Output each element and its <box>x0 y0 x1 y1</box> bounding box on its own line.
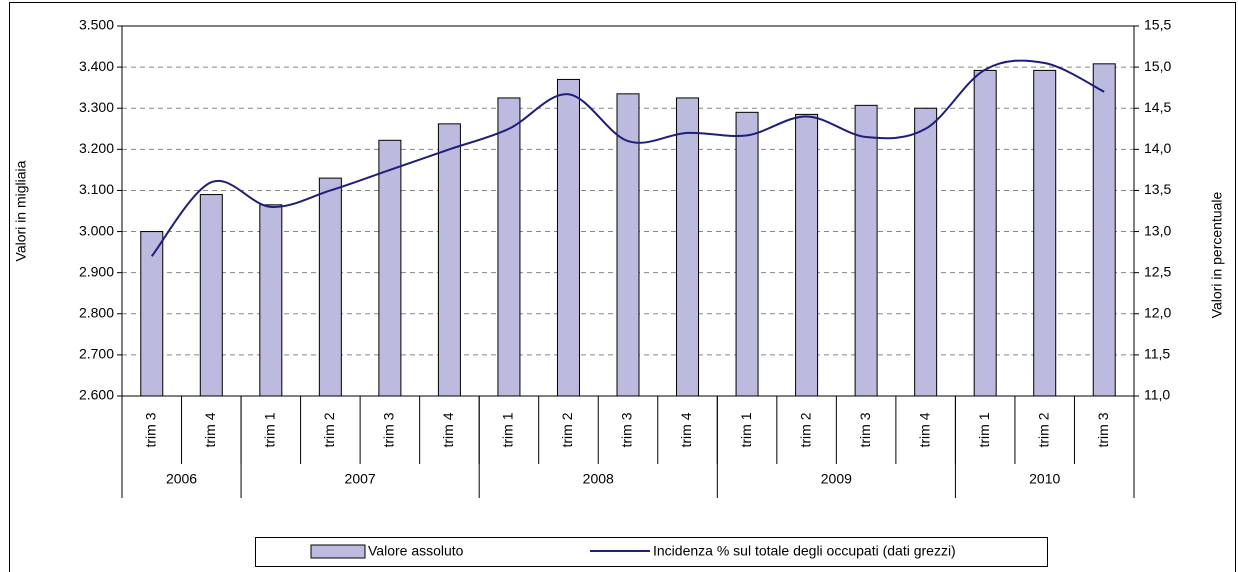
bar <box>199 194 223 397</box>
x-tick-label: trim 4 <box>916 412 932 447</box>
x-tick-label: trim 1 <box>738 412 754 447</box>
y2-tick-label: 11,0 <box>1144 387 1170 403</box>
y2-tick-label: 15,5 <box>1144 17 1171 33</box>
x-tick-label: trim 2 <box>559 412 575 447</box>
year-label: 2010 <box>1029 471 1060 487</box>
y2-tick-label: 14,5 <box>1144 99 1171 115</box>
y2-tick-label: 15,0 <box>1144 58 1171 74</box>
x-tick-label: trim 3 <box>1095 412 1111 447</box>
x-tick-label: trim 4 <box>678 412 694 447</box>
year-label: 2006 <box>166 471 197 487</box>
year-label: 2009 <box>821 471 852 487</box>
bar <box>735 111 759 397</box>
x-tick-label: trim 3 <box>381 412 397 447</box>
bar <box>556 78 580 397</box>
y-axis-title: Valori in migliaia <box>13 160 29 261</box>
bar <box>795 113 819 397</box>
legend-label: Incidenza % sul totale degli occupati (d… <box>653 543 956 559</box>
y-tick-label: 2.800 <box>79 304 114 320</box>
legend-frame <box>255 537 1048 567</box>
y2-tick-label: 13,0 <box>1144 222 1171 238</box>
x-tick-label: trim 2 <box>321 412 337 447</box>
y2-tick-label: 13,5 <box>1144 181 1171 197</box>
x-tick-label: trim 1 <box>500 412 516 447</box>
chart-frame <box>9 2 1236 572</box>
y-tick-label: 3.400 <box>79 58 114 74</box>
x-tick-label: trim 3 <box>619 412 635 447</box>
year-label: 2008 <box>583 471 614 487</box>
bar <box>378 139 402 397</box>
y2-tick-label: 12,0 <box>1144 304 1171 320</box>
bar <box>914 107 938 397</box>
y2-axis-title: Valori in percentuale <box>1209 191 1225 318</box>
bar <box>497 97 521 397</box>
x-tick-label: trim 2 <box>1035 412 1051 447</box>
bar <box>318 177 342 397</box>
bar <box>616 93 640 397</box>
y2-tick-label: 12,5 <box>1144 263 1171 279</box>
y-tick-label: 3.300 <box>79 99 114 115</box>
line <box>150 59 1105 257</box>
bar <box>140 231 164 397</box>
y-tick-label: 2.900 <box>79 263 114 279</box>
year-label: 2007 <box>345 471 376 487</box>
x-tick-label: trim 4 <box>202 412 218 447</box>
bar <box>437 123 461 397</box>
x-tick-label: trim 4 <box>440 412 456 447</box>
x-tick-label: trim 3 <box>142 412 158 447</box>
y-tick-label: 3.200 <box>79 140 114 156</box>
bar <box>854 104 878 397</box>
bar <box>973 69 997 397</box>
y2-tick-label: 14,0 <box>1144 140 1171 156</box>
bar <box>1092 63 1116 397</box>
x-tick-label: trim 1 <box>262 412 278 447</box>
x-tick-label: trim 1 <box>976 412 992 447</box>
y2-tick-label: 11,5 <box>1144 346 1170 362</box>
y-tick-label: 2.600 <box>79 387 114 403</box>
legend-swatch <box>310 544 366 559</box>
bar <box>1033 69 1057 397</box>
y-tick-label: 3.000 <box>79 222 114 238</box>
y-tick-label: 2.700 <box>79 346 114 362</box>
x-tick-label: trim 2 <box>797 412 813 447</box>
x-tick-label: trim 3 <box>857 412 873 447</box>
legend-label: Valore assoluto <box>368 543 464 559</box>
y-tick-label: 3.100 <box>79 181 114 197</box>
y-tick-label: 3.500 <box>79 17 114 33</box>
bar <box>259 204 283 397</box>
bar <box>676 97 700 397</box>
